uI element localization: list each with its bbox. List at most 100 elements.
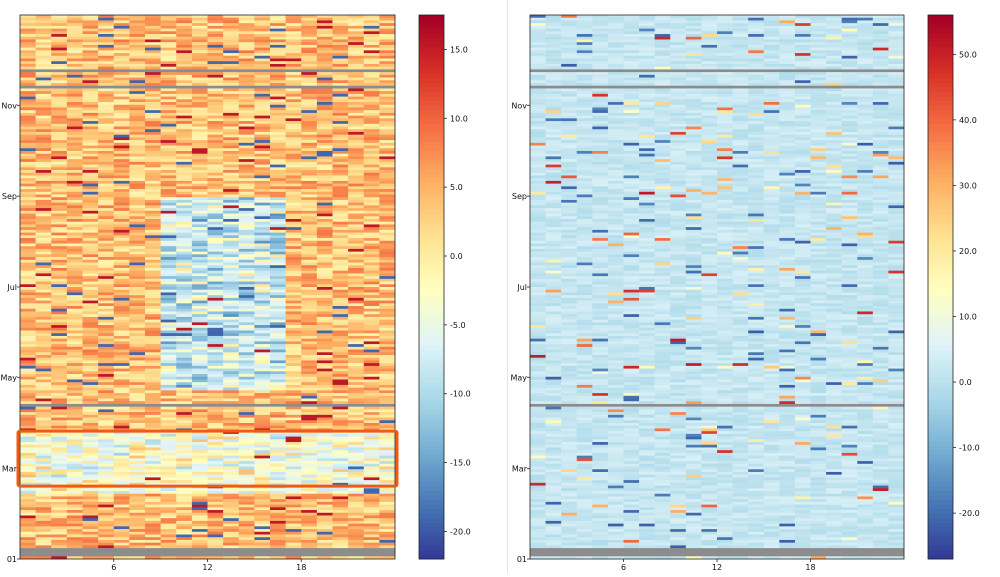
heatmap-cell <box>254 344 270 347</box>
heatmap-cell <box>333 385 349 388</box>
heatmap-cell <box>208 243 224 246</box>
heatmap-cell <box>51 146 67 149</box>
heatmap-cell <box>98 390 114 393</box>
heatmap-cell <box>301 396 317 399</box>
heatmap-cell <box>348 456 364 459</box>
heatmap-cell <box>379 347 395 350</box>
heatmap-cell <box>161 472 177 475</box>
heatmap-cell <box>67 439 83 442</box>
heatmap-cell <box>51 15 67 18</box>
heatmap-cell <box>270 532 286 535</box>
heatmap-cell <box>223 105 239 108</box>
colorbar-segment <box>419 414 444 419</box>
heatmap-cell <box>51 268 67 271</box>
heatmap-cell <box>161 458 177 461</box>
colorbar-segment <box>419 24 444 29</box>
heatmap-cell <box>379 83 395 86</box>
heatmap-cell <box>145 148 161 151</box>
heatmap-cell <box>286 303 302 306</box>
heatmap-cell <box>98 20 114 23</box>
heatmap-cell <box>20 34 36 37</box>
heatmap-cell <box>192 59 208 62</box>
heatmap-cell <box>223 388 239 391</box>
heatmap-cell <box>20 88 36 91</box>
heatmap-cell <box>254 132 270 135</box>
heatmap-cell <box>208 31 224 34</box>
heatmap-cell <box>317 189 333 192</box>
heatmap-cell <box>301 224 317 227</box>
heatmap-cell <box>36 320 52 323</box>
heatmap-cell <box>67 42 83 45</box>
heatmap-cell <box>161 241 177 244</box>
colorbar-segment <box>419 355 444 360</box>
heatmap-cell <box>333 107 349 110</box>
heatmap-cell <box>145 439 161 442</box>
heatmap-cell <box>67 167 83 170</box>
heatmap-cell <box>270 165 286 168</box>
heatmap-cell <box>161 31 177 34</box>
heatmap-cell <box>286 227 302 230</box>
heatmap-cell <box>161 224 177 227</box>
heatmap-cell <box>114 195 130 198</box>
heatmap-cell <box>67 45 83 48</box>
heatmap-cell <box>379 404 395 407</box>
heatmap-cell <box>161 238 177 241</box>
heatmap-cell <box>161 53 177 56</box>
heatmap-cell <box>192 159 208 162</box>
heatmap-cell <box>161 146 177 149</box>
heatmap-cell <box>317 366 333 369</box>
heatmap-cell <box>270 94 286 97</box>
heatmap-cell <box>270 184 286 187</box>
heatmap-cell <box>254 543 270 546</box>
heatmap-cell <box>145 540 161 543</box>
heatmap-cell <box>286 494 302 497</box>
heatmap-cell <box>161 320 177 323</box>
heatmap-cell <box>239 162 255 165</box>
heatmap-cell <box>20 385 36 388</box>
y-tick-label: Mar <box>2 465 18 474</box>
heatmap-cell <box>364 404 380 407</box>
heatmap-cell <box>301 537 317 540</box>
heatmap-cell <box>333 295 349 298</box>
heatmap-cell <box>176 434 192 437</box>
heatmap-cell <box>254 415 270 418</box>
heatmap-cell <box>98 412 114 415</box>
heatmap-cell <box>161 399 177 402</box>
heatmap-cell <box>364 189 380 192</box>
heatmap-cell <box>176 382 192 385</box>
heatmap-cell <box>51 257 67 260</box>
heatmap-cell <box>223 524 239 527</box>
heatmap-cell <box>114 167 130 170</box>
heatmap-cell <box>129 439 145 442</box>
heatmap-cell <box>36 222 52 225</box>
heatmap-cell <box>208 513 224 516</box>
heatmap-cell <box>114 475 130 478</box>
heatmap-cell <box>51 192 67 195</box>
heatmap-cell <box>145 311 161 314</box>
heatmap-cell <box>161 118 177 121</box>
heatmap-cell <box>145 510 161 513</box>
heatmap-cell <box>223 216 239 219</box>
heatmap-cell <box>239 170 255 173</box>
heatmap-cell <box>208 233 224 236</box>
heatmap-cell <box>83 195 99 198</box>
heatmap-cell <box>114 551 130 554</box>
heatmap-cell <box>20 480 36 483</box>
heatmap-cell <box>286 535 302 538</box>
heatmap-cell <box>83 322 99 325</box>
heatmap-cell <box>301 83 317 86</box>
heatmap-cell <box>36 99 52 102</box>
heatmap-cell <box>254 426 270 429</box>
colorbar-segment <box>419 83 444 88</box>
heatmap-cell <box>348 385 364 388</box>
heatmap-cell <box>223 295 239 298</box>
heatmap-cell <box>254 502 270 505</box>
heatmap-cell <box>176 260 192 263</box>
heatmap-cell <box>317 83 333 86</box>
heatmap-cell <box>83 265 99 268</box>
heatmap-cell <box>239 39 255 42</box>
heatmap-cell <box>51 341 67 344</box>
heatmap-cell <box>129 260 145 263</box>
heatmap-cell <box>379 450 395 453</box>
heatmap-cell <box>83 148 99 151</box>
